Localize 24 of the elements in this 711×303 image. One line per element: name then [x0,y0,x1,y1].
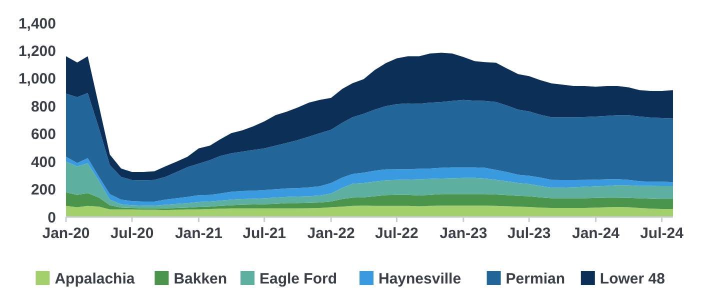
y-tick-label: 800 [30,98,56,116]
y-tick-label: 1,200 [18,42,56,60]
y-tick-label: 1,000 [18,70,56,88]
legend-label: Bakken [174,270,228,288]
x-tick-label: Jan-23 [440,225,488,242]
x-tick-label: Jan-22 [307,225,355,242]
x-tick-label: Jul-21 [242,225,286,242]
x-tick-label: Jan-20 [42,225,90,242]
y-tick-label: 400 [30,154,56,171]
legend-label: Eagle Ford [260,270,338,288]
y-tick-label: 1,400 [18,15,56,32]
x-tick-label: Jan-21 [174,225,222,242]
legend-label: Lower 48 [600,270,665,288]
legend-label: Permian [506,270,566,288]
y-tick-label: 600 [30,126,56,144]
y-tick-label: 0 [48,209,56,226]
legend-label: Appalachia [54,270,136,288]
x-tick-label: Jul-23 [507,225,551,242]
x-tick-label: Jul-24 [640,225,684,242]
x-tick-label: Jul-22 [375,225,418,242]
x-tick-label: Jan-24 [572,225,620,242]
legend-label: Haynesville [378,270,462,288]
y-tick-label: 200 [30,182,56,199]
x-tick-label: Jul-20 [110,225,154,242]
